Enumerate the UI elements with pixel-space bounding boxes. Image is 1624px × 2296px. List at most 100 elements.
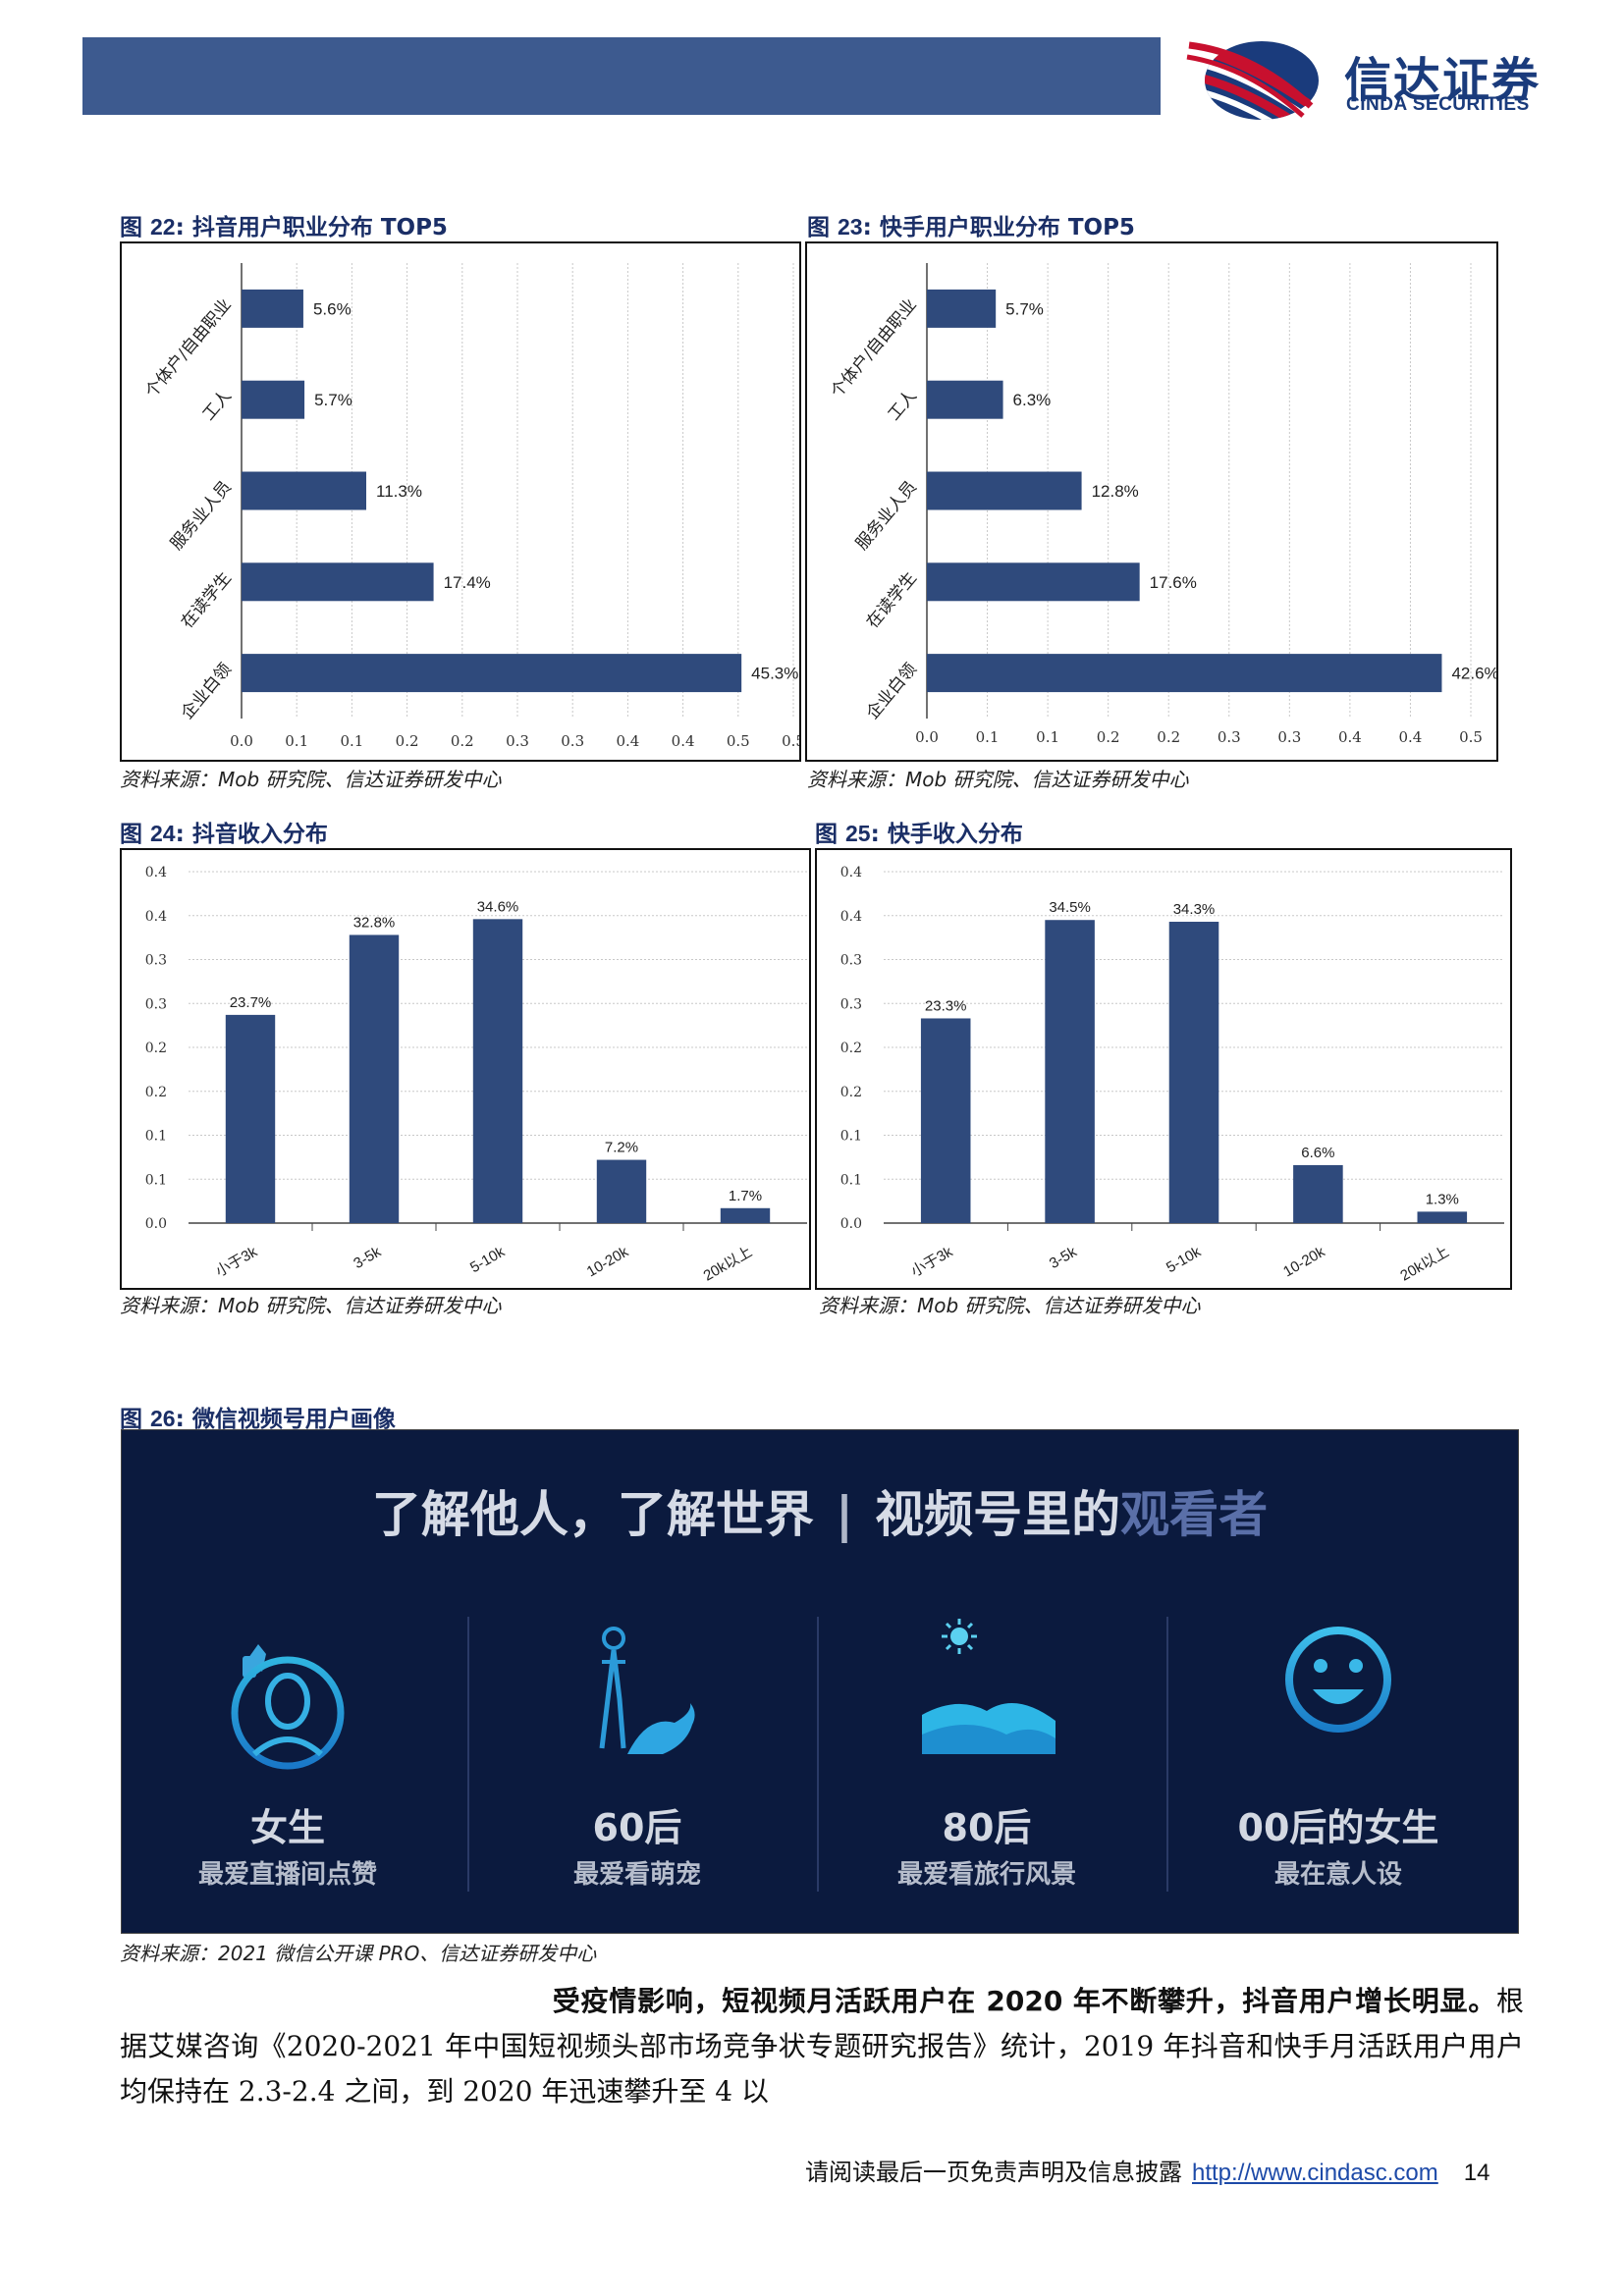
bar xyxy=(927,654,1442,693)
figure-23-source: 资料来源：Mob 研究院、信达证券研发中心 xyxy=(807,768,1189,791)
bar xyxy=(1293,1164,1343,1223)
y-tick-label: 0.2 xyxy=(145,1085,167,1100)
category-label: 10-20k xyxy=(584,1243,632,1280)
y-tick-label: 0.2 xyxy=(840,1041,862,1056)
chart-fig22: 0.0 0.1 0.1 0.2 0.2 0.3 0.3 0.4 0.4 0.5 0.5 5.6% 个体户… xyxy=(120,241,801,762)
chart-fig22-svg: 0.0 0.1 0.1 0.2 0.2 0.3 0.3 0.4 0.4 0.5 0.5 5.6% 个体户… xyxy=(141,263,799,750)
category-label: 服务业人员 xyxy=(852,477,921,554)
figure-22-prefix: 图 xyxy=(120,215,151,240)
y-tick-label: 0.0 xyxy=(145,1216,167,1232)
x-tick-label: 0.4 xyxy=(672,732,695,750)
y-tick-label: 0.4 xyxy=(840,865,862,881)
y-tick-label: 0.4 xyxy=(145,865,167,881)
x-tick-label: 0.2 xyxy=(451,732,474,750)
chart-fig24-svg: 0.0 0.1 0.1 0.2 0.2 0.3 0.3 0.4 0.4 23.7% 小于3k 32.8… xyxy=(145,865,807,1285)
bar xyxy=(596,1159,647,1223)
figure-26-number: 26 xyxy=(150,1406,176,1431)
data-label: 45.3% xyxy=(751,665,798,683)
y-tick-label: 0.3 xyxy=(840,996,862,1012)
x-tick-label: 0.0 xyxy=(915,728,939,746)
bar xyxy=(927,289,997,328)
category-label: 企业白领 xyxy=(178,660,236,723)
data-label: 17.4% xyxy=(444,573,491,592)
data-label: 5.7% xyxy=(314,391,352,409)
y-tick-label: 0.1 xyxy=(840,1129,862,1145)
bar xyxy=(225,1014,276,1223)
data-label: 5.7% xyxy=(1005,299,1044,318)
banner-title: 了解他人，了解世界 | 视频号里的观看者 xyxy=(122,1475,1518,1546)
logo-chinese-text: 信达证券 xyxy=(1344,53,1542,108)
category-label: 10-20k xyxy=(1280,1243,1328,1280)
persona-80s-subtitle: 最爱看旅行风景 xyxy=(896,1860,1076,1890)
figure-23-number: 23 xyxy=(838,214,863,240)
category-label: 5-10k xyxy=(467,1243,508,1276)
category-label: 服务业人员 xyxy=(167,477,236,554)
data-label: 34.3% xyxy=(1173,901,1216,918)
figure-22-text: : 抖音用户职业分布 TOP5 xyxy=(175,215,448,240)
bar xyxy=(242,289,303,328)
chart-fig24: 0.0 0.1 0.1 0.2 0.2 0.3 0.3 0.4 0.4 23.7% 小于3k 32.8… xyxy=(120,848,811,1290)
data-label: 23.3% xyxy=(925,997,967,1014)
x-tick-label: 0.3 xyxy=(1277,728,1301,746)
x-tick-label: 0.0 xyxy=(230,732,253,750)
data-label: 6.6% xyxy=(1301,1145,1334,1161)
figure-26-title: 图 26: 微信视频号用户画像 xyxy=(120,1400,396,1433)
category-label: 小于3k xyxy=(213,1243,261,1280)
category-label: 20k以上 xyxy=(1397,1244,1451,1285)
chart-fig23: 0.0 0.1 0.1 0.2 0.2 0.3 0.3 0.4 0.4 0.5 5.7% 个体户/自由… xyxy=(805,241,1498,762)
x-tick-label: 0.1 xyxy=(340,732,363,750)
x-tick-label: 0.5 xyxy=(1459,728,1483,746)
figure-25-text: : 快手收入分布 xyxy=(870,822,1023,847)
figure-24-number: 24 xyxy=(150,821,176,846)
persona-00s-female-title: 00后的女生 xyxy=(1237,1806,1439,1849)
figure-25-title: 图 25: 快手收入分布 xyxy=(815,815,1023,848)
body-bold-lead: 受疫情影响，短视频月活跃用户在 2020 年不断攀升，抖音用户增长明显。 xyxy=(552,1985,1496,2017)
data-label: 34.5% xyxy=(1049,899,1091,916)
x-tick-label: 0.4 xyxy=(1338,728,1362,746)
figure-22-source: 资料来源：Mob 研究院、信达证券研发中心 xyxy=(120,768,502,791)
persona-female-subtitle: 最爱直播间点赞 xyxy=(197,1860,377,1890)
category-label: 在读学生 xyxy=(863,568,921,632)
data-label: 42.6% xyxy=(1451,665,1496,683)
bar xyxy=(1045,920,1095,1223)
x-tick-label: 0.1 xyxy=(976,728,1000,746)
data-label: 5.6% xyxy=(313,299,352,318)
banner-title-pre: 视频号里的 xyxy=(875,1486,1121,1543)
x-tick-label: 0.5 xyxy=(727,732,750,750)
data-label: 11.3% xyxy=(376,482,422,501)
bar xyxy=(242,471,367,510)
persona-60s-title: 60后 xyxy=(592,1806,682,1849)
figure-26-prefix: 图 xyxy=(120,1407,151,1432)
y-tick-label: 0.3 xyxy=(145,953,167,969)
y-tick-label: 0.1 xyxy=(840,1172,862,1188)
landscape-icon xyxy=(922,1619,1056,1754)
footer-website-link[interactable]: http://www.cindasc.com xyxy=(1192,2160,1438,2186)
banner-title-separator: | xyxy=(835,1486,854,1543)
persona-60s: 60后 最爱看萌宠 xyxy=(475,1597,799,1911)
x-tick-label: 0.3 xyxy=(561,732,584,750)
bar xyxy=(720,1207,771,1223)
bar xyxy=(242,380,305,419)
category-label: 工人 xyxy=(199,387,236,425)
figure-22-number: 22 xyxy=(150,214,176,240)
cinda-logo-mark-icon xyxy=(1186,41,1319,120)
figure-24-text: : 抖音收入分布 xyxy=(175,822,328,847)
page-footer: 请阅读最后一页免责声明及信息披露 http://www.cindasc.com 14 xyxy=(805,2153,1524,2187)
y-tick-label: 0.3 xyxy=(840,953,862,969)
smiley-icon xyxy=(1285,1627,1391,1733)
elder-with-dog-icon xyxy=(599,1627,695,1754)
bar xyxy=(927,562,1140,602)
bar xyxy=(472,919,523,1223)
data-label: 32.8% xyxy=(353,914,396,931)
persona-female-title: 女生 xyxy=(249,1806,325,1849)
logo-english-text: CINDA SECURITIES xyxy=(1346,94,1530,115)
figure-25-source: 资料来源：Mob 研究院、信达证券研发中心 xyxy=(819,1294,1201,1317)
x-tick-label: 0.4 xyxy=(616,732,639,750)
bar xyxy=(242,654,742,693)
bar xyxy=(349,934,400,1223)
persona-divider xyxy=(1166,1617,1168,1892)
persona-80s: 80后 最爱看旅行风景 xyxy=(825,1597,1149,1911)
data-label: 34.6% xyxy=(477,898,519,915)
female-avatar-icon xyxy=(231,1644,345,1770)
y-tick-label: 0.1 xyxy=(145,1172,167,1188)
